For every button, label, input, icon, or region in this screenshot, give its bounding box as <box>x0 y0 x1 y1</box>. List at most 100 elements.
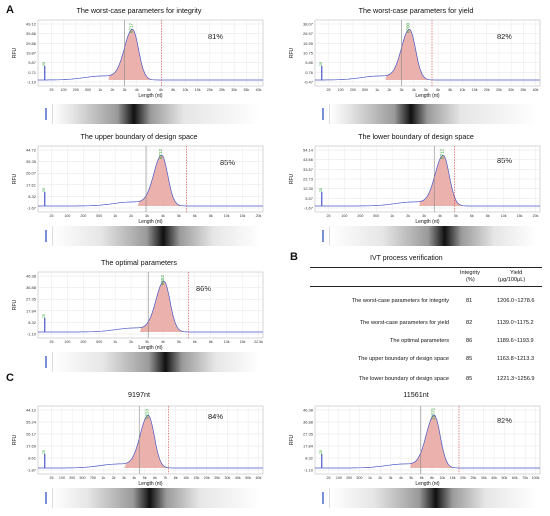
x-axis-label: Length (nt) <box>138 345 163 351</box>
x-tick-label: 500 <box>96 214 102 218</box>
plot-frame <box>37 405 264 475</box>
table-row-integrity: 85 <box>466 376 473 382</box>
y-tick-label: 0.71 <box>28 70 37 75</box>
x-tick-label: 4k <box>132 476 136 480</box>
x-tick-label: 3k <box>123 88 127 92</box>
peak-area <box>124 415 169 468</box>
electropherogram-integrity: The worst-case parameters for integrity R… <box>8 6 270 126</box>
peak-area <box>410 415 455 468</box>
x-tick-label: 2k <box>129 340 133 344</box>
x-tick-label: 5k <box>454 214 458 218</box>
x-tick-label: 15k <box>194 476 200 480</box>
table-top-rule <box>310 267 542 268</box>
header-integrity-unit: (%) <box>466 277 475 283</box>
x-axis-label: Length (nt) <box>415 481 440 487</box>
table-row-yield: 1189.6~1193.9 <box>497 338 534 344</box>
x-tick-label: 6k <box>193 340 197 344</box>
x-tick-label: 500 <box>357 476 363 480</box>
y-tick-label: -1.87 <box>27 468 37 473</box>
x-tick-label: 500 <box>373 214 379 218</box>
x-tick-label: 25 <box>50 340 54 344</box>
y-tick-label: 17.61 <box>26 182 37 187</box>
x-axis-label: Length (nt) <box>415 219 440 225</box>
marker-label: 25 <box>41 61 46 66</box>
panel-label-b: B <box>290 251 298 263</box>
x-tick-label: 100 <box>64 214 70 218</box>
y-tick-label: 46.38 <box>26 274 37 279</box>
y-tick-label: 26.17 <box>26 432 37 437</box>
x-tick-label: 2k <box>406 214 410 218</box>
x-tick-label: 500 <box>96 340 102 344</box>
peak-label: 9223 <box>144 408 149 419</box>
x-tick-label: 25 <box>50 214 54 218</box>
gel-band <box>328 488 537 508</box>
panel-label-c: C <box>6 372 14 384</box>
x-tick-label: 25k <box>214 476 220 480</box>
x-tick-label: 25 <box>327 476 331 480</box>
x-tick-label: 100 <box>64 340 70 344</box>
table-row-yield: 1139.0~1175.2 <box>497 320 534 326</box>
x-tick-label: 8k <box>430 476 434 480</box>
electropherogram-9197nt: 9197nt RFU 84% 44.12 35.24 26.17 17.69 8.61 -1.8… <box>8 390 270 510</box>
integrity-percent: 82% <box>497 32 513 41</box>
x-tick-label: 60k <box>512 476 518 480</box>
x-tick-label: 5k <box>424 88 428 92</box>
gel-band <box>328 226 537 246</box>
x-tick-label: 200 <box>69 476 75 480</box>
x-tick-label: 20k <box>204 476 210 480</box>
x-tick-label: 1k <box>113 340 117 344</box>
peak-area <box>419 155 464 206</box>
x-tick-label: 30k <box>481 476 487 480</box>
x-tick-label: 20k <box>256 214 262 218</box>
y-tick-label: -1.10 <box>27 332 37 337</box>
y-tick-label: -1.67 <box>304 206 314 211</box>
x-tick-label: 30k <box>225 476 231 480</box>
x-tick-label: 20k <box>207 88 213 92</box>
y-tick-label: -1.10 <box>27 80 37 85</box>
gel-marker-band <box>44 492 47 504</box>
marker-label: 25 <box>41 187 46 192</box>
x-tick-label: 500 <box>85 88 91 92</box>
x-tick-label: 8k <box>174 476 178 480</box>
plot-area: 38.07 26.97 15.95 10.75 5.86 0.76 -0.47 25 100 20… <box>303 19 541 99</box>
x-tick-label: 5k <box>143 476 147 480</box>
x-tick-label: 10k <box>183 88 189 92</box>
table-row-label: The optimal parameters <box>389 338 449 344</box>
y-tick-label: -0.47 <box>304 80 314 85</box>
x-tick-label: 8k <box>171 88 175 92</box>
x-tick-label: 30k <box>231 88 237 92</box>
plot-frame <box>314 405 541 475</box>
trace-line <box>38 28 263 81</box>
y-tick-label: 8.61 <box>28 456 37 461</box>
x-tick-label: 4k <box>438 214 442 218</box>
y-tick-label: 44.12 <box>26 408 37 413</box>
x-tick-label: 4k <box>161 340 165 344</box>
x-tick-label: 40k <box>533 88 539 92</box>
x-tick-label: 6k <box>193 214 197 218</box>
x-tick-label: 35k <box>243 88 249 92</box>
chart-title: The worst-case parameters for integrity <box>76 6 202 15</box>
table-row-yield: 1163.8~1213.3 <box>497 356 535 362</box>
x-tick-label: 8k <box>448 88 452 92</box>
x-tick-label: 100 <box>341 214 347 218</box>
x-tick-label: 15k <box>240 340 246 344</box>
gel-marker-band <box>321 108 324 120</box>
y-tick-label: 26.97 <box>303 31 314 36</box>
x-tick-label: 20k <box>484 88 490 92</box>
peak-label: 6712 <box>439 148 444 159</box>
y-tick-label: 9.87 <box>28 60 37 65</box>
marker-label: 25 <box>318 449 323 454</box>
x-tick-label: 40k <box>235 476 241 480</box>
x-tick-label: 22.5k <box>254 340 263 344</box>
x-tick-label: 500 <box>362 88 368 92</box>
x-tick-label: 2k <box>110 88 114 92</box>
plot-area: 44.12 35.24 26.17 17.69 8.61 -1.87 25 100 200 500… <box>26 405 264 487</box>
x-tick-label: 3k <box>145 214 149 218</box>
plot-area: 54.14 43.66 33.57 22.73 12.30 5.57 -1.67 25 100 2… <box>303 145 541 225</box>
integrity-percent: 84% <box>208 412 224 421</box>
x-tick-label: 8k <box>209 340 213 344</box>
peak-label: 11571 <box>430 407 435 420</box>
trace-line <box>38 414 263 469</box>
x-tick-label: 25 <box>327 88 331 92</box>
x-tick-label: 10k <box>183 476 189 480</box>
